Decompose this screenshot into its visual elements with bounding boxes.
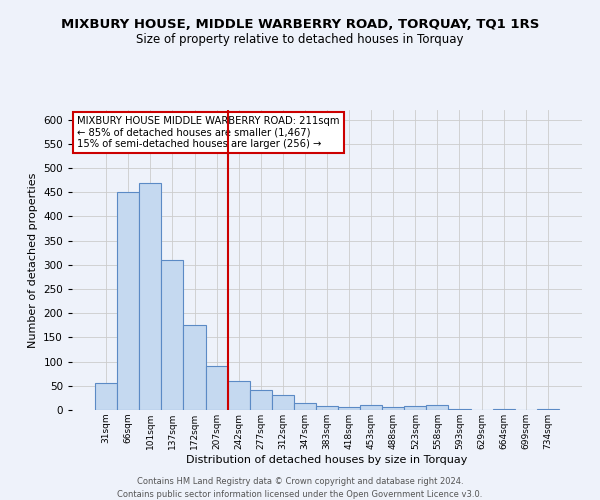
- Bar: [448, 409, 470, 410]
- X-axis label: Distribution of detached houses by size in Torquay: Distribution of detached houses by size …: [187, 454, 467, 464]
- Text: Contains public sector information licensed under the Open Government Licence v3: Contains public sector information licen…: [118, 490, 482, 499]
- Bar: [338, 406, 360, 410]
- Text: MIXBURY HOUSE MIDDLE WARBERRY ROAD: 211sqm
← 85% of detached houses are smaller : MIXBURY HOUSE MIDDLE WARBERRY ROAD: 211s…: [77, 116, 340, 149]
- Bar: [227, 381, 250, 410]
- Bar: [493, 408, 515, 410]
- Bar: [95, 384, 117, 410]
- Text: Contains HM Land Registry data © Crown copyright and database right 2024.: Contains HM Land Registry data © Crown c…: [137, 478, 463, 486]
- Bar: [184, 326, 206, 410]
- Bar: [117, 192, 139, 410]
- Bar: [316, 406, 338, 410]
- Bar: [272, 394, 294, 410]
- Text: Size of property relative to detached houses in Torquay: Size of property relative to detached ho…: [136, 32, 464, 46]
- Bar: [250, 390, 272, 410]
- Bar: [206, 366, 227, 410]
- Bar: [427, 405, 448, 410]
- Text: MIXBURY HOUSE, MIDDLE WARBERRY ROAD, TORQUAY, TQ1 1RS: MIXBURY HOUSE, MIDDLE WARBERRY ROAD, TOR…: [61, 18, 539, 30]
- Y-axis label: Number of detached properties: Number of detached properties: [28, 172, 38, 348]
- Bar: [404, 406, 427, 410]
- Bar: [382, 406, 404, 410]
- Bar: [360, 405, 382, 410]
- Bar: [139, 182, 161, 410]
- Bar: [537, 409, 559, 410]
- Bar: [294, 402, 316, 410]
- Bar: [161, 260, 184, 410]
